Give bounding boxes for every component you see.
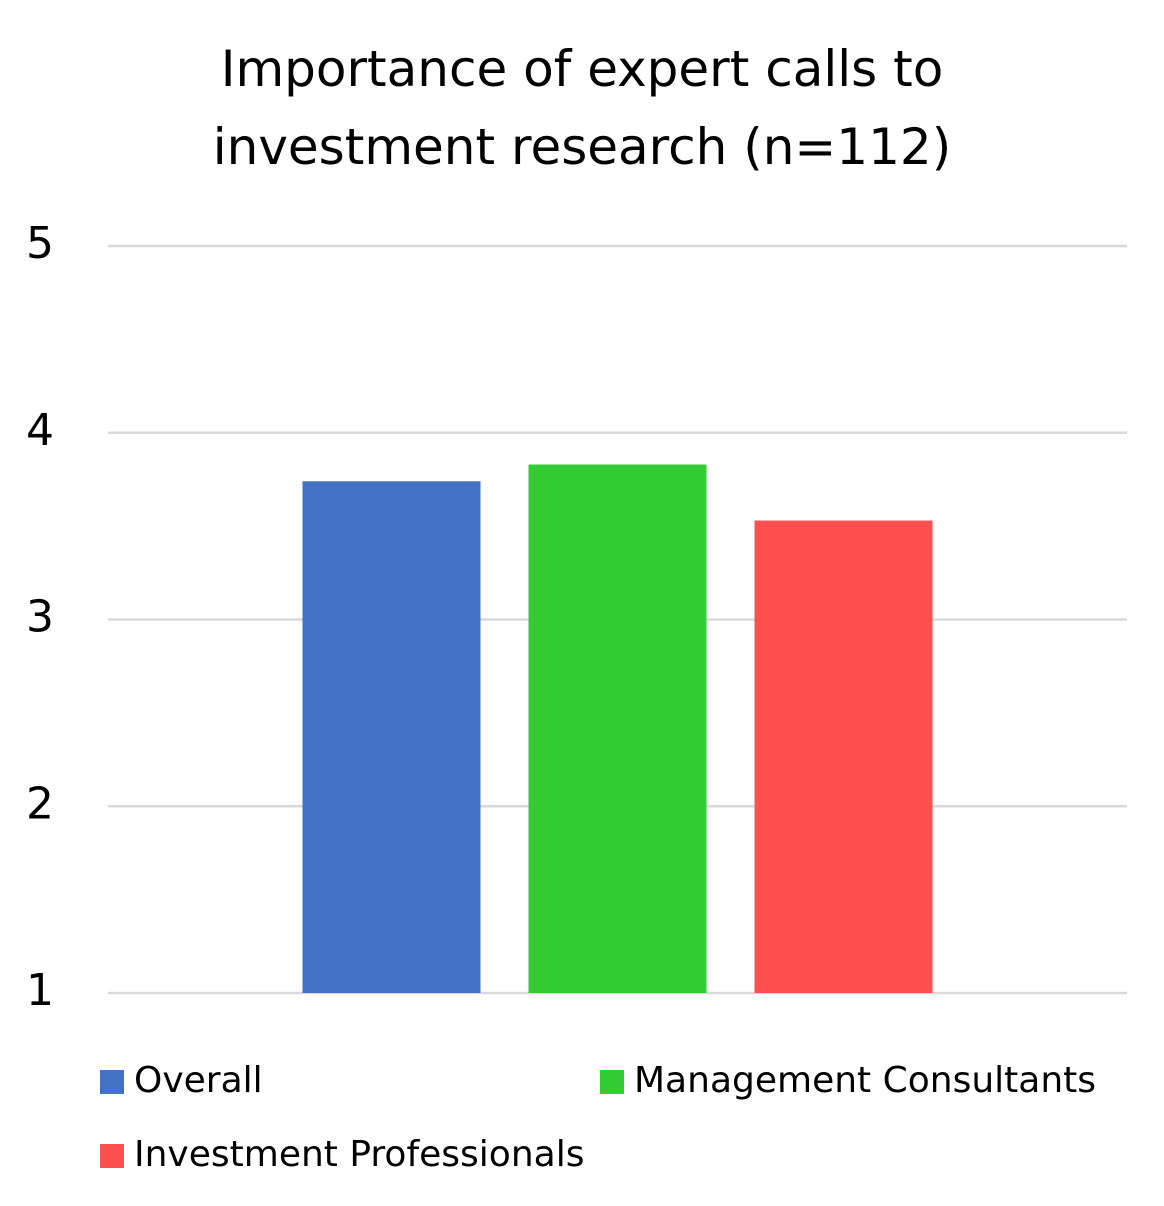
legend-swatch [100,1070,124,1094]
y-tick-label: 1 [26,965,54,1016]
y-tick-label: 2 [26,778,54,829]
bar [302,481,481,993]
legend-swatch [100,1144,124,1168]
legend-label: Investment Professionals [134,1134,584,1175]
legend-label: Management Consultants [634,1060,1096,1101]
y-tick-label: 3 [26,592,54,643]
chart-title: Importance of expert calls to investment… [212,40,952,176]
legend-label: Overall [134,1060,263,1101]
bar [528,464,707,993]
legend-swatch [600,1070,624,1094]
bar [754,520,933,993]
y-tick-label: 5 [26,218,54,269]
y-tick-label: 4 [26,405,54,456]
